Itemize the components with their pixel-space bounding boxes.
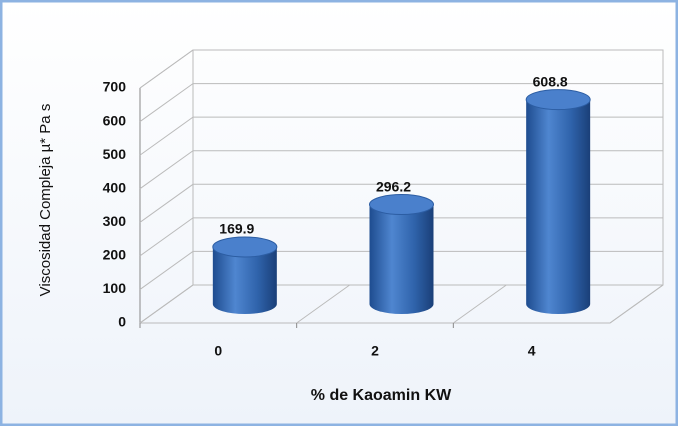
bar-top xyxy=(525,89,591,111)
floor-divider xyxy=(296,284,350,324)
y-tick-label: 200 xyxy=(103,247,127,263)
grid-line xyxy=(139,217,663,257)
y-tick-label: 500 xyxy=(103,146,127,162)
x-tick-label: 4 xyxy=(528,343,536,359)
y-tick-label: 100 xyxy=(103,280,127,296)
y-tick-label: 600 xyxy=(103,112,127,128)
x-tick-label: 0 xyxy=(214,343,222,359)
value-label: 169.9 xyxy=(219,221,254,237)
grid-line xyxy=(139,116,663,156)
x-axis-label: % de Kaoamin KW xyxy=(311,387,452,404)
grid-line xyxy=(139,250,663,290)
grid-line xyxy=(139,183,663,223)
bar xyxy=(369,204,434,314)
floor-divider xyxy=(609,284,664,324)
bar xyxy=(212,246,277,314)
grid-line xyxy=(139,150,663,190)
y-axis-label: Viscosidad Compleja µ* Pa s xyxy=(37,104,54,297)
x-tick-label: 2 xyxy=(371,343,379,359)
grid-line xyxy=(139,83,663,122)
value-label: 608.8 xyxy=(533,73,568,89)
y-tick-label: 300 xyxy=(103,213,127,229)
bar xyxy=(526,99,591,314)
y-tick-label: 700 xyxy=(103,79,127,95)
bar-top xyxy=(212,236,278,258)
y-tick-label: 0 xyxy=(118,314,126,330)
value-label: 296.2 xyxy=(376,178,411,194)
floor-divider xyxy=(453,284,507,324)
bar-top xyxy=(369,194,434,216)
y-tick-label: 400 xyxy=(103,179,127,195)
grid-line xyxy=(139,49,663,89)
floor-divider xyxy=(139,284,194,324)
